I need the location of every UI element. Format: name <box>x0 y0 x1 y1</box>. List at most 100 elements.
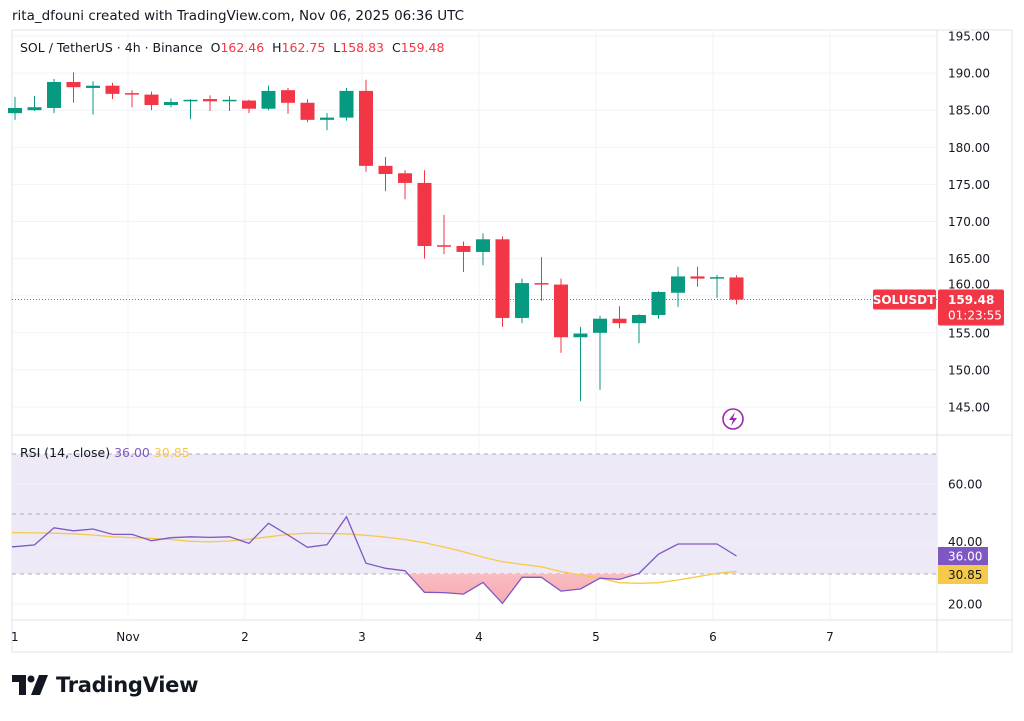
price-axis-label: 185.00 <box>948 104 990 118</box>
candle <box>729 275 744 305</box>
candle <box>554 278 568 353</box>
candle <box>47 79 61 114</box>
rsi-indicator-label[interactable]: RSI (14, close) <box>20 445 111 460</box>
rsi-ma-value-tag-label: 30.85 <box>948 568 982 582</box>
low-value: 158.83 <box>340 40 384 55</box>
candle <box>8 96 22 120</box>
candle-body <box>183 99 198 102</box>
lightning-bolt-icon <box>722 408 744 430</box>
rsi-ma-line <box>12 531 737 584</box>
candle <box>671 266 685 307</box>
time-axis-label: 3 <box>358 630 366 644</box>
price-axis-label: 145.00 <box>948 401 990 415</box>
candle-body <box>671 276 685 293</box>
candle-body <box>651 291 666 315</box>
candle-body <box>476 239 490 252</box>
candle-body <box>125 93 139 95</box>
candle-body <box>300 102 315 120</box>
candle <box>612 306 627 329</box>
lightning-bolt <box>729 412 737 426</box>
candle-body <box>339 90 354 118</box>
rsi-axis-label: 40.00 <box>948 535 982 549</box>
rsi-value-tag-label: 36.00 <box>948 550 982 564</box>
candle <box>125 90 139 108</box>
candle-body <box>573 333 588 338</box>
candle-body <box>359 90 373 166</box>
time-axis-label: 6 <box>709 630 717 644</box>
candle-body <box>261 90 276 109</box>
low-label: L <box>333 40 341 55</box>
candle <box>339 87 354 121</box>
high-label: H <box>272 40 282 55</box>
price-axis-label: 180.00 <box>948 141 990 155</box>
price-axis-label: 170.00 <box>948 215 990 229</box>
price-axis-label: 155.00 <box>948 326 990 340</box>
candle-body <box>47 82 61 108</box>
last-price-tag <box>938 289 1004 326</box>
rsi-oversold-fill <box>15 574 737 604</box>
open-value: 162.46 <box>220 40 265 55</box>
candle-body <box>281 90 295 103</box>
symbol-label[interactable]: SOL / TetherUS · 4h · Binance <box>20 40 203 55</box>
candle <box>573 326 588 402</box>
rsi-legend: RSI (14, close) 36.00 30.85 <box>20 445 190 460</box>
candle <box>632 314 646 344</box>
candle <box>359 79 373 172</box>
price-axis-label: 195.00 <box>948 30 990 44</box>
rsi-value-tag <box>938 547 988 565</box>
last-price-value: 159.48 <box>948 293 994 307</box>
candle-body <box>242 100 256 109</box>
candle-body <box>534 283 549 285</box>
time-axis-label: 2 <box>241 630 249 644</box>
candle-body <box>456 245 471 252</box>
candle-body <box>554 284 568 338</box>
candle <box>164 98 178 108</box>
time-axis-label: Nov <box>116 630 139 644</box>
rsi-axis-label: 60.00 <box>948 478 982 492</box>
candle <box>515 278 529 324</box>
close-label: C <box>391 40 401 55</box>
candle <box>203 95 217 111</box>
candle <box>144 91 159 111</box>
bar-close-countdown: 01:23:55 <box>948 309 1002 323</box>
price-axis-label: 190.00 <box>948 67 990 81</box>
rsi-ma-legend-value: 30.85 <box>153 445 190 460</box>
candle-body <box>222 99 237 102</box>
candle <box>222 96 237 111</box>
candle <box>710 274 724 298</box>
candle <box>242 99 256 114</box>
candle <box>593 315 607 390</box>
chart-frame <box>11 29 1013 653</box>
candle-body <box>398 173 412 183</box>
candle-body <box>437 245 451 247</box>
candle <box>183 99 198 120</box>
candle-body <box>690 276 705 279</box>
price-axis-label: 150.00 <box>948 363 990 377</box>
candle <box>105 82 120 100</box>
time-axis-label: 4 <box>475 630 483 644</box>
tradingview-logo-icon <box>12 675 48 695</box>
tradingview-logo-text: TradingView <box>56 673 199 697</box>
candle <box>27 96 42 111</box>
symbol-tag-label: SOLUSDT <box>873 293 936 307</box>
candle-body <box>27 107 42 111</box>
candle-body <box>495 239 510 318</box>
candle-body <box>105 85 120 94</box>
candle <box>86 81 100 115</box>
time-axis-label: 31 <box>3 630 18 644</box>
candle-body <box>515 283 529 318</box>
candle-body <box>729 277 744 300</box>
open-label: O <box>210 40 221 55</box>
tradingview-logo[interactable]: TradingView <box>12 673 198 697</box>
rsi-axis-label: 20.00 <box>948 598 982 612</box>
chart-credit: rita_dfouni created with TradingView.com… <box>12 8 465 24</box>
candle <box>534 257 549 301</box>
time-axis-label: 7 <box>826 630 834 644</box>
time-axis-label: 5 <box>592 630 600 644</box>
candle <box>261 85 276 111</box>
candle <box>456 241 471 272</box>
rsi-legend-value: 36.00 <box>114 445 150 460</box>
candle <box>690 266 705 287</box>
symbol-legend: SOL / TetherUS · 4h · Binance O162.46 H 1… <box>20 40 444 55</box>
